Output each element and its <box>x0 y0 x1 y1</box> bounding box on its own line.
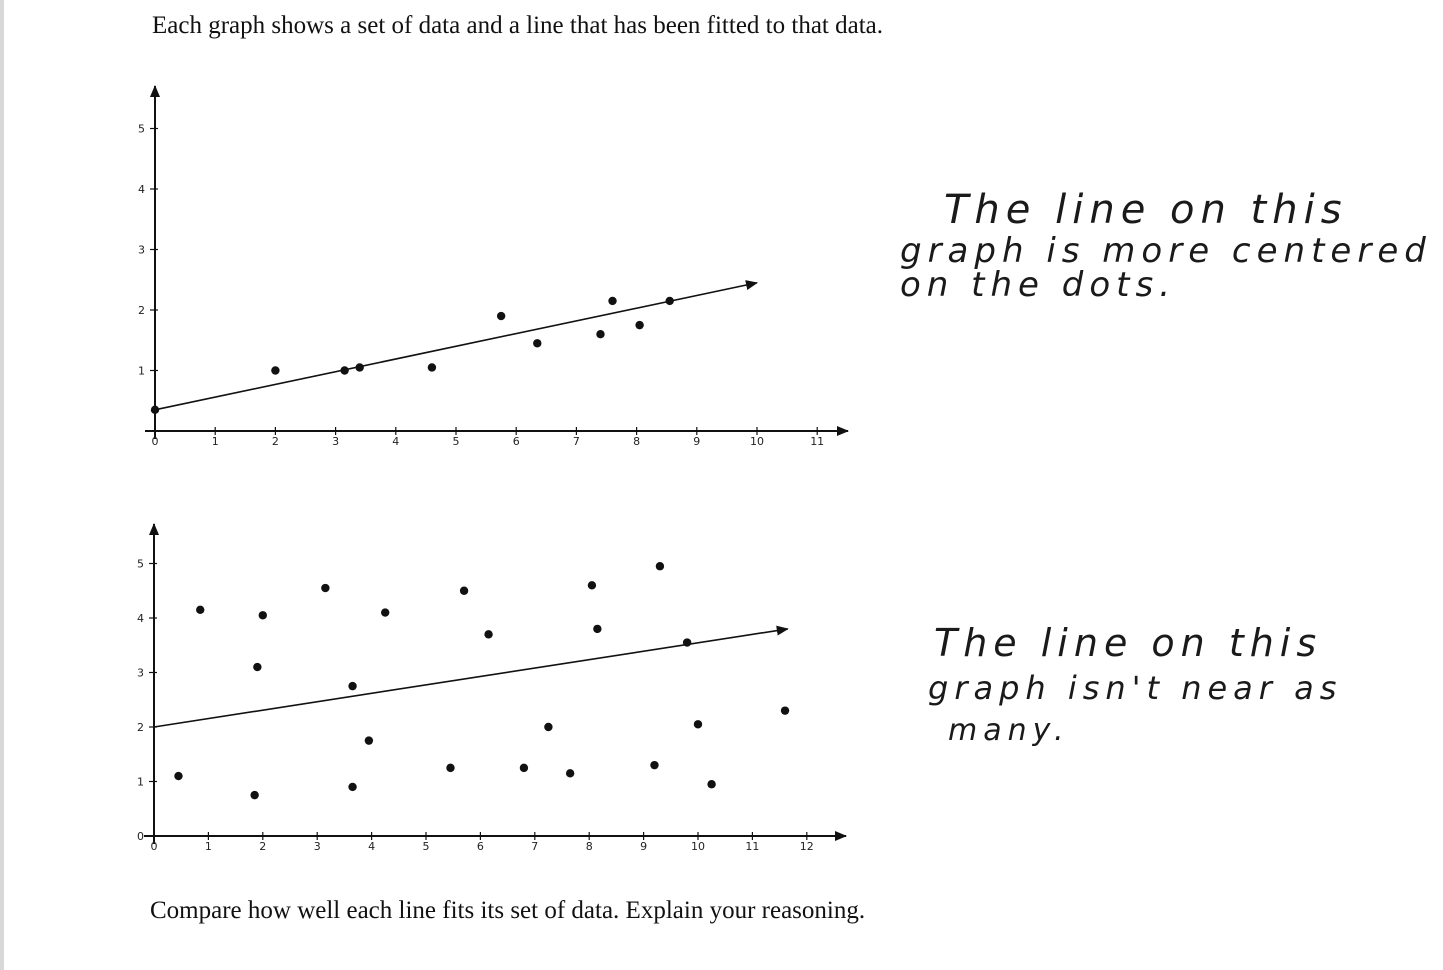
chart-1-x-tick-label: 4 <box>392 435 399 448</box>
chart-1-x-tick-label: 9 <box>693 435 700 448</box>
chart-2-x-tick-label: 1 <box>205 840 212 853</box>
chart-2-data-point <box>446 763 455 773</box>
chart-2-y-tick-label: 3 <box>137 667 144 680</box>
chart-2-x-tick-label: 9 <box>640 840 647 853</box>
answer-1-line-1: The line on this <box>944 187 1348 233</box>
chart-1-x-tick-label: 11 <box>810 435 824 448</box>
chart-1-x-tick-label: 6 <box>513 435 520 448</box>
intro-text: Each graph shows a set of data and a lin… <box>152 12 883 39</box>
chart-1-y-tick-label: 2 <box>138 304 145 317</box>
chart-1-data-point <box>271 366 280 375</box>
chart-2-data-point <box>544 722 553 732</box>
chart-1-data-point <box>665 296 674 306</box>
chart-2-data-point <box>693 720 703 729</box>
chart-1-data-point <box>150 405 160 415</box>
chart-2-data-point <box>587 581 597 590</box>
chart-2-y-tick-label: 5 <box>137 558 144 571</box>
chart-1-x-tick-label: 1 <box>212 435 219 448</box>
chart-1-y-tick-label: 1 <box>138 365 145 378</box>
chart-2-data-point <box>174 771 183 781</box>
chart-2-data-point <box>484 630 493 639</box>
chart-1-x-tick-label: 10 <box>750 435 764 448</box>
chart-2-data-point <box>707 780 716 789</box>
chart-2-data-point <box>655 562 665 571</box>
chart-2-x-tick-label: 5 <box>423 840 430 853</box>
chart-1-data-point <box>533 339 542 348</box>
chart-2-data-point <box>348 782 357 792</box>
chart-2-y-tick-label: 4 <box>137 612 144 625</box>
chart-1-y-tick-label: 5 <box>138 123 145 136</box>
page-edge <box>0 0 4 970</box>
chart-2-x-tick-label: 6 <box>477 840 484 853</box>
chart-1-x-tick-label: 8 <box>633 435 640 448</box>
chart-2-data-point <box>381 608 390 617</box>
chart-1-x-tick-label: 3 <box>332 435 339 448</box>
chart-2-data-point <box>250 790 259 800</box>
chart-1-x-tick-label: 0 <box>152 435 159 448</box>
chart-2-data-point <box>321 583 330 593</box>
chart-2-y-tick-label: 0 <box>137 830 144 843</box>
answer-2-line-2: graph isn't near as <box>928 669 1343 707</box>
chart-2-fitted-line <box>153 625 789 728</box>
handwritten-answer-1: The line on this graph is more centered … <box>900 190 1432 302</box>
chart-2-x-tick-label: 7 <box>531 840 538 853</box>
chart-2-x-tick-label: 10 <box>691 840 705 853</box>
question-text: Compare how well each line fits its set … <box>150 897 866 924</box>
handwritten-answer-2: The line on this graph isn't near as man… <box>928 624 1342 746</box>
chart-2-data-point <box>650 760 659 770</box>
chart-1-y-tick-label: 4 <box>138 183 145 196</box>
chart-2-data-point <box>565 769 575 778</box>
chart-2-data-point <box>780 706 790 715</box>
chart-2-x-tick-label: 4 <box>368 840 375 853</box>
chart-2-x-tick-label: 0 <box>151 840 158 853</box>
chart-1-x-tick-label: 2 <box>272 435 279 448</box>
chart-1-data-point <box>596 330 605 339</box>
chart-1-data-point <box>635 320 644 330</box>
chart-1-x-tick-label: 7 <box>573 435 580 448</box>
answer-2-line-1: The line on this <box>934 621 1323 665</box>
chart-2-x-tick-label: 11 <box>745 840 759 853</box>
chart-2-y-tick-label: 2 <box>137 721 144 734</box>
chart-1-data-point <box>340 366 349 375</box>
chart-1-y-tick-label: 3 <box>138 244 145 257</box>
chart-1-data-point <box>427 363 437 372</box>
chart-1-x-tick-label: 5 <box>453 435 460 448</box>
chart-2-x-tick-label: 12 <box>800 840 814 853</box>
chart-2-data-point <box>593 624 602 634</box>
chart-1-data-point <box>496 311 506 321</box>
chart-2-data-point <box>348 681 357 691</box>
chart-2-data-point <box>682 638 692 647</box>
chart-2-x-tick-label: 2 <box>259 840 266 853</box>
chart-2-y-tick-label: 1 <box>137 776 144 789</box>
chart-2-data-point <box>364 736 374 745</box>
chart-1-data-point <box>608 296 617 306</box>
answer-1-line-3: on the dots. <box>900 265 1176 305</box>
chart-2-data-point <box>253 662 262 672</box>
answer-1-line-2: graph is more centered <box>900 231 1432 271</box>
chart-2-data-point <box>459 586 469 595</box>
chart-1-fitted-line <box>154 280 758 411</box>
chart-1-data-point <box>355 363 364 372</box>
chart-2-data-point <box>258 611 267 620</box>
chart-2-x-tick-label: 8 <box>586 840 593 853</box>
chart-2-data-point <box>519 763 529 773</box>
chart-2-x-tick-label: 3 <box>314 840 321 853</box>
chart-2-data-point <box>196 605 205 615</box>
answer-2-line-3: many. <box>948 713 1070 748</box>
